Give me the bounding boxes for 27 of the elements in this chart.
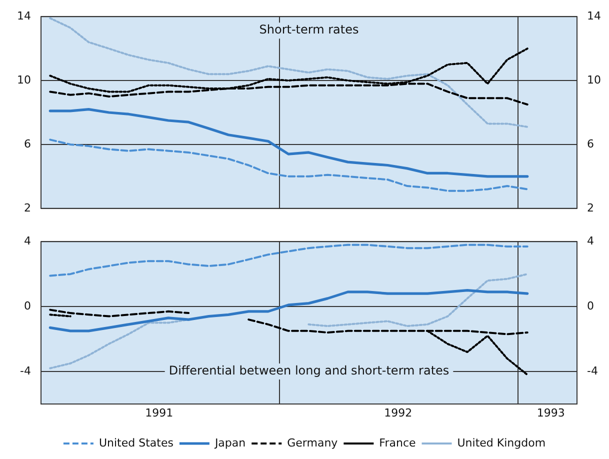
- y-tick-label: 4: [24, 234, 31, 248]
- legend-label: United Kingdom: [457, 436, 546, 450]
- y-tick-label: 0: [24, 299, 31, 312]
- y2-tick-label: 6: [587, 137, 594, 150]
- x-tick-label: 1992: [384, 406, 412, 420]
- x-tick-label: 1993: [536, 406, 565, 420]
- legend-label: United States: [98, 436, 174, 450]
- y2-tick-label: 2: [587, 201, 594, 214]
- line-series: [49, 244, 528, 277]
- x-tick-label: 1991: [145, 406, 174, 420]
- y2-tick-label: -4: [587, 364, 598, 378]
- text: Short-term rates: [259, 22, 359, 37]
- text: Differential between long and short-term rates: [168, 364, 450, 378]
- y-tick-label: -4: [20, 364, 31, 378]
- y2-tick-label: 14: [587, 9, 601, 22]
- legend-label: Germany: [287, 436, 338, 450]
- y2-tick-label: 0: [587, 299, 594, 312]
- y-tick-label: 6: [24, 137, 31, 150]
- legend-label: Japan: [214, 436, 246, 450]
- y2-tick-label: 10: [587, 73, 601, 86]
- y-tick-label: 14: [17, 9, 31, 22]
- y-tick-label: 10: [17, 73, 31, 86]
- line-series: [49, 17, 528, 128]
- line-series: [49, 138, 528, 192]
- y-tick-label: 2: [24, 201, 31, 214]
- y2-tick-label: 4: [587, 234, 594, 248]
- legend-label: France: [379, 436, 416, 450]
